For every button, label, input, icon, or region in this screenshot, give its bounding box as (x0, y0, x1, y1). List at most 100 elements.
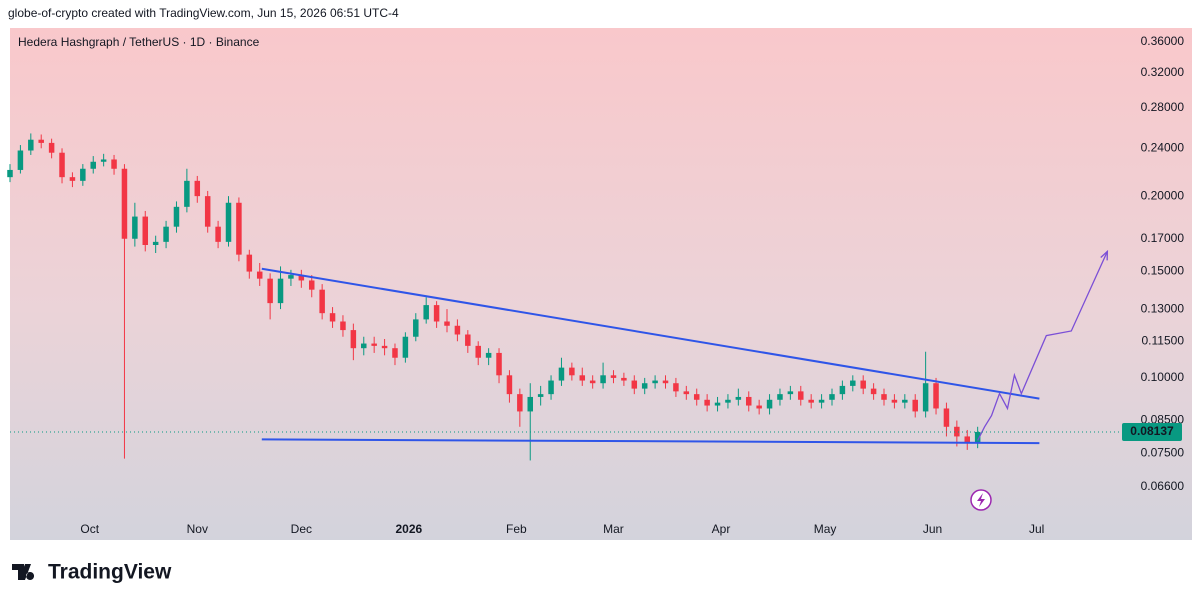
y-tick-label: 0.13000 (1141, 301, 1185, 315)
candle-body (184, 180, 190, 207)
candle-body (579, 375, 586, 381)
x-tick-label: Oct (80, 522, 99, 536)
chart-background (10, 28, 1192, 540)
x-tick-label: Dec (291, 522, 312, 536)
candle-body (600, 375, 606, 384)
candle-body (329, 313, 336, 322)
candle-body (745, 396, 752, 406)
candle-body (631, 380, 638, 389)
y-tick-label: 0.07500 (1141, 446, 1185, 460)
candle-body (392, 348, 398, 358)
candle-body (933, 383, 939, 409)
candle-body (152, 241, 159, 245)
candle-body (225, 202, 232, 242)
candle-body (59, 152, 65, 178)
candle-body (288, 275, 294, 279)
candle-body (267, 278, 273, 304)
y-tick-label: 0.10000 (1141, 370, 1185, 384)
candle-body (454, 325, 461, 335)
candle-body (548, 380, 554, 395)
candle-body (465, 334, 471, 346)
candle-body (818, 399, 825, 403)
candle-body (142, 216, 149, 245)
candle-body (860, 380, 866, 389)
candle-body (673, 383, 679, 392)
candle-body (256, 271, 263, 279)
candle-body (215, 226, 221, 242)
candle-body (38, 139, 44, 143)
candle-body (610, 375, 617, 378)
candle-body (7, 169, 13, 178)
candle-body (132, 216, 138, 239)
lightning-icon (970, 489, 992, 511)
y-tick-label: 0.36000 (1141, 34, 1185, 48)
arrow-head (1100, 249, 1109, 261)
candle-body (881, 394, 887, 400)
candle-body (527, 396, 533, 412)
x-tick-label: Apr (712, 522, 731, 536)
candle-body (236, 202, 242, 255)
candle-body (298, 275, 305, 281)
candle-body (558, 367, 565, 381)
x-tick-label: Jul (1029, 522, 1044, 536)
trendline (261, 438, 1040, 445)
candle-body (870, 388, 877, 395)
candle-body (652, 380, 658, 384)
candle-body (829, 394, 835, 400)
candle-body (340, 321, 346, 331)
candle-body (798, 391, 804, 400)
candle-body (766, 399, 773, 409)
candle-body (17, 150, 24, 170)
candle-body (891, 399, 898, 403)
plot: 0.36000 0.32000 0.28000 0.24000 0.20000 0.170… (7, 34, 1185, 536)
candle-body (194, 180, 201, 197)
candle-body (121, 168, 128, 239)
attribution: globe-of-crypto created with TradingView… (8, 6, 399, 20)
y-tick-label: 0.11500 (1142, 333, 1185, 347)
brand-name: TradingView (48, 561, 172, 584)
candle-body (537, 394, 544, 397)
candle-body (912, 399, 918, 412)
candle-body (100, 159, 107, 162)
candle-body (433, 305, 440, 322)
y-tick-label: 0.17000 (1141, 231, 1185, 245)
candle-body (48, 142, 55, 153)
y-tick-label: 0.06600 (1141, 479, 1185, 493)
y-tick-label: 0.32000 (1141, 65, 1185, 79)
candle-body (371, 343, 377, 346)
y-tick-label: 0.20000 (1141, 188, 1185, 202)
candle-body (943, 408, 950, 427)
candle-body (402, 336, 409, 358)
trendline (261, 267, 1040, 400)
candle-body (90, 161, 96, 169)
candle-body (662, 380, 669, 384)
candle-body (277, 278, 284, 304)
candle-body (974, 431, 981, 444)
y-tick-label: 0.24000 (1141, 140, 1185, 154)
x-tick-label: May (814, 522, 837, 536)
candle-body (413, 319, 419, 337)
candle-body (381, 345, 388, 349)
brand-logo (12, 564, 35, 580)
candle-body (693, 394, 700, 400)
y-tick-label: 0.28000 (1141, 100, 1185, 114)
candle-body (350, 330, 357, 349)
trendline (977, 251, 1108, 441)
x-tick-label: 2026 (396, 522, 423, 536)
x-tick-label: Nov (187, 522, 208, 536)
candle-body (777, 394, 783, 400)
candle-body (808, 399, 814, 403)
candle-body (954, 426, 960, 437)
candle-body (787, 391, 794, 395)
candle-body (589, 380, 596, 384)
candle-body (839, 385, 846, 395)
x-tick-label: Mar (603, 522, 624, 536)
candle-body (111, 159, 117, 169)
candle-body (69, 177, 76, 181)
candle-body (163, 226, 169, 242)
candle-body (308, 280, 315, 290)
x-tick-label: Jun (923, 522, 942, 536)
candle-body (28, 139, 34, 151)
candle-body (319, 289, 325, 314)
